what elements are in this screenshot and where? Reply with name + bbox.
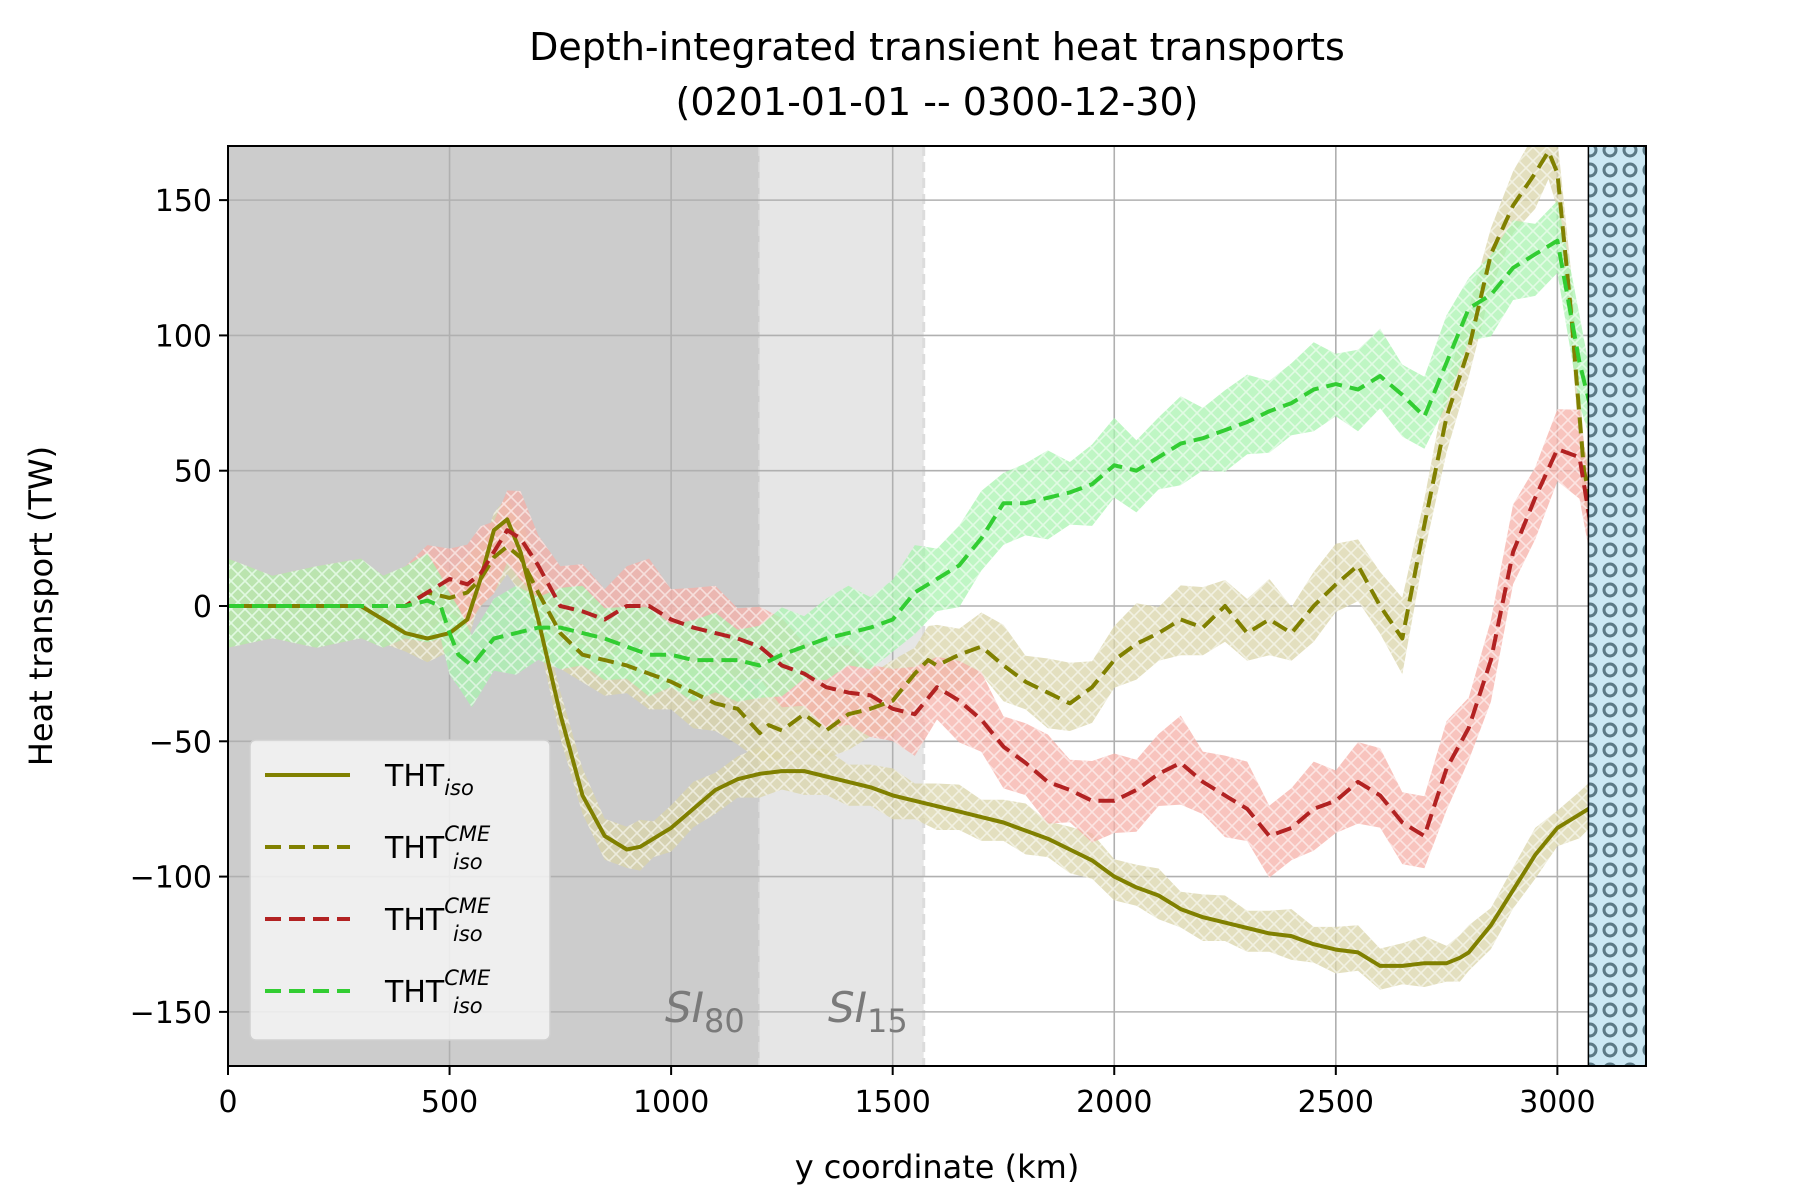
- legend-entry: THTCME iso: [265, 894, 491, 946]
- y-tick-label: 100: [155, 319, 212, 354]
- y-tick-label: −150: [130, 996, 212, 1031]
- series-lines-layer: [228, 149, 1646, 968]
- legend-label-1-main: THT: [384, 831, 445, 866]
- x-tick-label: 1500: [855, 1085, 931, 1120]
- x-tick-label: 0: [218, 1085, 237, 1120]
- legend-label-2: THTCME iso: [384, 894, 491, 946]
- x-axis-label: y coordinate (km): [795, 1148, 1080, 1186]
- legend-label-1: THTCME iso: [384, 822, 491, 874]
- series-line-0: [228, 517, 1646, 968]
- y-tick-label: −100: [130, 861, 212, 896]
- region-land: [1587, 146, 1646, 1066]
- legend-label-2-main: THT: [384, 903, 445, 938]
- y-axis-label: Heat transport (TW): [22, 446, 60, 766]
- y-tick-label: 50: [174, 455, 212, 490]
- legend-label-0-main: THT: [384, 759, 445, 794]
- region-label-si80: SI80: [665, 983, 745, 1040]
- region-label-si80-main: SI: [665, 983, 704, 1032]
- region-label-si15: SI15: [828, 983, 908, 1040]
- chart-title: Depth-integrated transient heat transpor…: [529, 25, 1345, 69]
- y-tick-label: −50: [149, 725, 212, 760]
- x-tick-label: 2500: [1298, 1085, 1374, 1120]
- legend-box: [249, 739, 551, 1041]
- region-label-si15-sub: 15: [867, 1002, 908, 1040]
- chart-subtitle: (0201-01-01 -- 0300-12-30): [676, 80, 1199, 124]
- legend: THTiso THTCME iso THTCME iso THTCME iso: [249, 739, 551, 1041]
- legend-entry: THTCME iso: [265, 822, 491, 874]
- legend-label-3-sup: CME: [444, 966, 491, 990]
- error-bands-layer: [228, 146, 1646, 990]
- ticks-layer: 0 500 1000 1500 2000 2500 3000 −150 −100 −50 0 50 10…: [130, 184, 1596, 1120]
- legend-label-3-main: THT: [384, 975, 445, 1010]
- x-tick-label: 3000: [1519, 1085, 1595, 1120]
- x-tick-label: 500: [421, 1085, 478, 1120]
- y-tick-label: 150: [155, 184, 212, 219]
- legend-label-3: THTCME iso: [384, 966, 491, 1018]
- x-tick-label: 1000: [633, 1085, 709, 1120]
- y-tick-label: 0: [193, 590, 212, 625]
- series-line-3: [228, 238, 1646, 668]
- legend-label-1-sub: iso: [453, 850, 483, 874]
- region-label-si15-main: SI: [828, 983, 867, 1032]
- legend-label-2-sup: CME: [444, 894, 491, 918]
- error-band-hatch-series-1: [228, 146, 1646, 761]
- land-layer: [1587, 146, 1646, 1066]
- series-line-1: [228, 149, 1646, 736]
- legend-label-0: THTiso: [384, 759, 474, 800]
- legend-label-3-sub: iso: [453, 994, 483, 1018]
- region-label-si80-sub: 80: [704, 1002, 745, 1040]
- x-tick-label: 2000: [1076, 1085, 1152, 1120]
- legend-label-0-sub: iso: [444, 776, 474, 800]
- legend-label-1-sup: CME: [444, 822, 491, 846]
- legend-label-2-sub: iso: [453, 922, 483, 946]
- legend-entry: THTCME iso: [265, 966, 491, 1018]
- legend-entry: THTiso: [265, 759, 474, 800]
- error-band-hatch-series-3: [228, 200, 1646, 708]
